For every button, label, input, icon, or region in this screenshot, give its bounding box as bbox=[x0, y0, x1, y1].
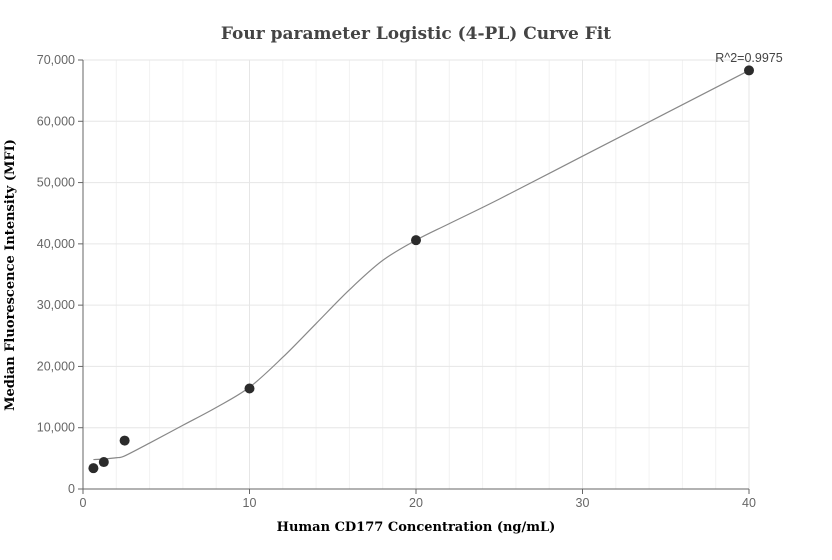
y-tick-label: 40,000 bbox=[37, 237, 75, 251]
y-tick-label: 70,000 bbox=[37, 53, 75, 67]
x-tick-label: 30 bbox=[576, 496, 590, 510]
data-point bbox=[411, 235, 421, 246]
x-tick-label: 20 bbox=[409, 496, 423, 510]
data-point bbox=[88, 463, 99, 474]
y-axis-title: Median Fluorescence Intensity (MFI) bbox=[3, 139, 18, 411]
axes bbox=[78, 59, 750, 494]
y-tick-label: 10,000 bbox=[37, 421, 75, 435]
data-point bbox=[98, 457, 109, 468]
fit-curve bbox=[93, 69, 750, 461]
data-points bbox=[88, 65, 754, 474]
data-point bbox=[244, 383, 255, 394]
x-tick-label: 10 bbox=[243, 496, 257, 510]
x-tick-label: 40 bbox=[742, 496, 756, 510]
data-point bbox=[744, 65, 754, 76]
y-tick-label: 20,000 bbox=[37, 359, 75, 373]
chart-title: Four parameter Logistic (4-PL) Curve Fit bbox=[221, 24, 611, 44]
r-squared-annotation: R^2=0.9975 bbox=[715, 51, 782, 65]
y-tick-label: 30,000 bbox=[37, 298, 75, 312]
y-tick-label: 60,000 bbox=[37, 114, 75, 128]
x-tick-labels: 0 10 20 30 40 bbox=[80, 496, 756, 510]
y-tick-label: 0 bbox=[68, 482, 75, 496]
grid-lines bbox=[83, 59, 750, 489]
x-axis-title: Human CD177 Concentration (ng/mL) bbox=[277, 520, 556, 535]
x-tick-label: 0 bbox=[80, 496, 87, 510]
y-tick-label: 50,000 bbox=[37, 176, 75, 190]
y-tick-labels: 0 10,000 20,000 30,000 40,000 50,000 60,000 70,… bbox=[37, 53, 75, 496]
data-point bbox=[119, 435, 130, 446]
